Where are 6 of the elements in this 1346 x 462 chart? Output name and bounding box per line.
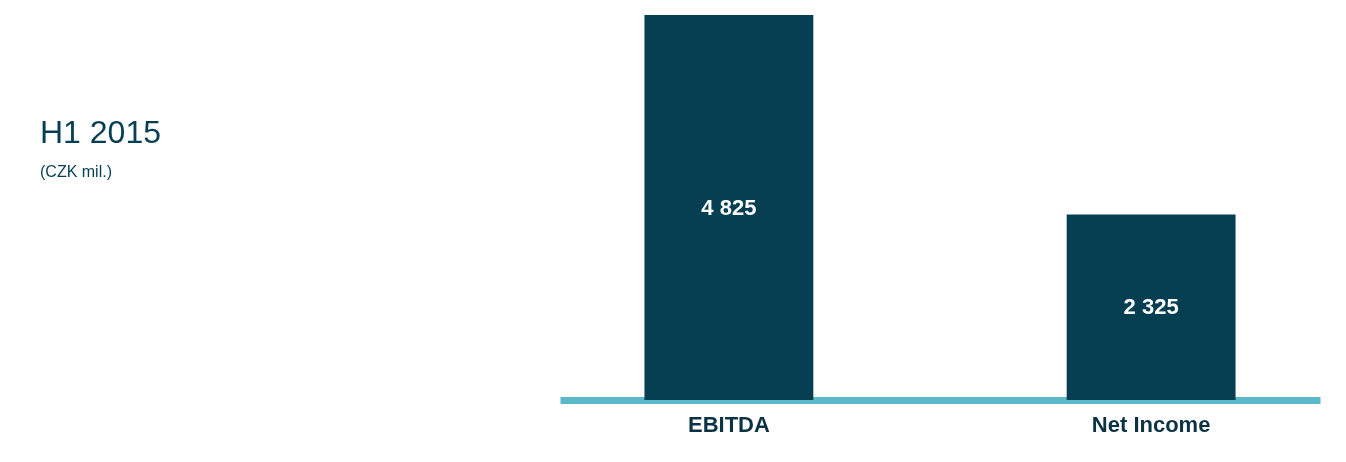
x-tick-label: EBITDA xyxy=(687,411,770,437)
x-tick-label: Net Income xyxy=(1091,411,1211,437)
text: H1 2015 xyxy=(40,114,161,150)
data-label: 2 325 xyxy=(1123,294,1179,320)
data-label: 4 825 xyxy=(701,194,757,220)
text: (CZK mil.) xyxy=(40,163,112,180)
